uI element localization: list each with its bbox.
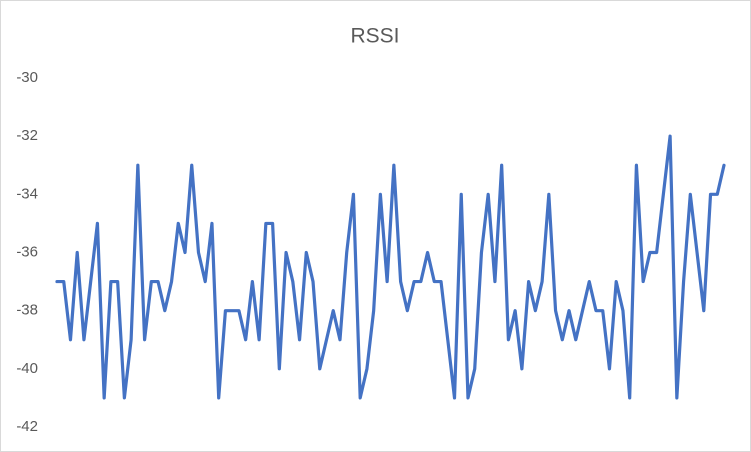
y-tick-label: -34 xyxy=(16,185,38,202)
y-tick-label: -42 xyxy=(16,418,38,435)
y-tick-label: -30 xyxy=(16,69,38,86)
y-tick-label: -32 xyxy=(16,127,38,144)
data-line xyxy=(55,134,726,400)
y-tick-label: -40 xyxy=(16,360,38,377)
y-tick-label: -36 xyxy=(16,243,38,260)
chart-title: RSSI xyxy=(350,25,399,48)
y-tick-label: -38 xyxy=(16,302,38,319)
